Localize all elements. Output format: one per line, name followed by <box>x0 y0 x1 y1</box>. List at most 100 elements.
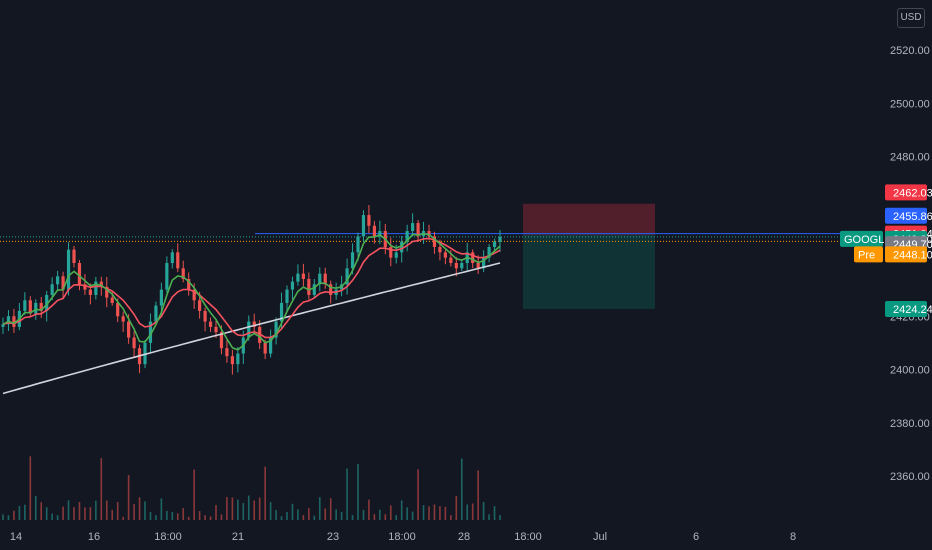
candle-body <box>394 252 398 258</box>
volume-bar <box>116 501 119 520</box>
volume-bar <box>187 516 190 520</box>
volume-bar <box>346 468 348 520</box>
volume-bar <box>313 515 316 520</box>
y-tick-label: 2500.00 <box>890 98 930 110</box>
candle-body <box>225 348 229 357</box>
volume-bar <box>204 515 206 520</box>
volume-bar <box>105 500 108 520</box>
volume-bar <box>7 515 10 520</box>
candle-body <box>6 316 11 325</box>
candle-body <box>214 326 218 333</box>
volume-bar <box>329 498 332 520</box>
candle-body <box>263 342 267 354</box>
volume-bar <box>220 514 223 520</box>
volume-bar <box>100 458 103 520</box>
volume-bar <box>149 511 152 520</box>
volume-bar <box>67 500 70 520</box>
candle-body <box>356 236 360 253</box>
price-tag-label-box <box>840 230 883 247</box>
volume-bar <box>411 511 414 520</box>
volume-bar <box>499 515 501 520</box>
candle-body <box>487 247 491 258</box>
volume-bar <box>51 513 53 520</box>
candle-body <box>301 273 305 279</box>
candle-body <box>329 284 333 295</box>
candle-body <box>66 249 71 290</box>
stop-loss-zone[interactable] <box>523 203 655 235</box>
candle-body <box>121 316 125 322</box>
horizontal-lines[interactable] <box>0 233 882 242</box>
candle-body <box>56 276 60 285</box>
volume-bar <box>400 500 403 520</box>
volume-bar <box>477 470 479 520</box>
candle-body <box>405 231 409 242</box>
volume-bars <box>2 456 501 520</box>
candle-body <box>492 241 497 248</box>
volume-bar <box>160 498 163 520</box>
price-tag-label: GOOGL <box>844 234 884 246</box>
time-axis[interactable]: 14 16 18:00 21 23 18:00 28 18:00 Jul 6 8 <box>10 531 796 543</box>
candle-body <box>39 302 43 311</box>
price-tag-value: 2462.03 <box>893 187 932 199</box>
candle-body <box>471 252 475 263</box>
candle-body <box>198 300 202 311</box>
volume-bar <box>111 509 114 520</box>
volume-bar <box>275 510 277 520</box>
y-tick-label: 2520.00 <box>890 45 930 57</box>
candle-body <box>411 223 415 232</box>
x-tick-label: 18:00 <box>388 531 416 543</box>
take-profit-zone[interactable] <box>523 234 655 309</box>
x-tick-label: 14 <box>10 531 22 543</box>
candle-body <box>176 252 180 269</box>
volume-bar <box>291 503 294 520</box>
currency-badge[interactable]: USD <box>897 8 925 28</box>
volume-bar <box>335 509 337 520</box>
x-tick-label: 6 <box>693 531 699 543</box>
candle-body <box>389 247 393 258</box>
volume-bar <box>264 466 266 520</box>
volume-bar <box>318 497 321 520</box>
volume-bar <box>444 506 447 520</box>
volume-bar <box>308 508 310 520</box>
volume-bar <box>324 508 327 520</box>
volume-bar <box>155 515 157 520</box>
volume-bar <box>133 504 135 520</box>
volume-bar <box>226 497 228 520</box>
candle-body <box>230 356 234 365</box>
candle-body <box>427 231 431 237</box>
candle-body <box>1 324 5 327</box>
y-tick-label: 2360.00 <box>890 471 930 483</box>
position-tool[interactable] <box>523 203 655 309</box>
volume-bar <box>176 513 179 520</box>
volume-bar <box>269 502 272 520</box>
candle-body <box>154 305 158 322</box>
candle-body <box>181 268 185 279</box>
candle-body <box>187 278 191 290</box>
volume-bar <box>29 456 32 520</box>
candle-body <box>367 215 371 226</box>
y-tick-label: 2380.00 <box>890 418 930 430</box>
candle-body <box>105 286 109 298</box>
price-tag-label: Pre <box>858 249 875 261</box>
candle-body <box>269 337 273 354</box>
x-tick-label: 28 <box>458 531 470 543</box>
volume-bar <box>258 497 261 520</box>
volume-bar <box>122 516 124 520</box>
volume-bar <box>144 501 146 520</box>
candle-body <box>50 284 54 295</box>
candle-body <box>236 353 240 365</box>
candle-body <box>307 278 311 295</box>
candle-body <box>361 215 366 237</box>
candle-body <box>83 284 87 290</box>
candle-body <box>274 321 278 338</box>
volume-bar <box>56 515 59 520</box>
price-tag <box>885 246 927 263</box>
volume-bar <box>193 469 195 520</box>
price-tag <box>885 300 927 317</box>
price-axis[interactable]: 2520.002500.002480.002420.002400.002380.… <box>890 45 930 483</box>
candle-body <box>132 337 136 349</box>
x-tick-label: 16 <box>88 531 100 543</box>
volume-bar <box>493 506 496 520</box>
candle-body <box>438 247 442 253</box>
